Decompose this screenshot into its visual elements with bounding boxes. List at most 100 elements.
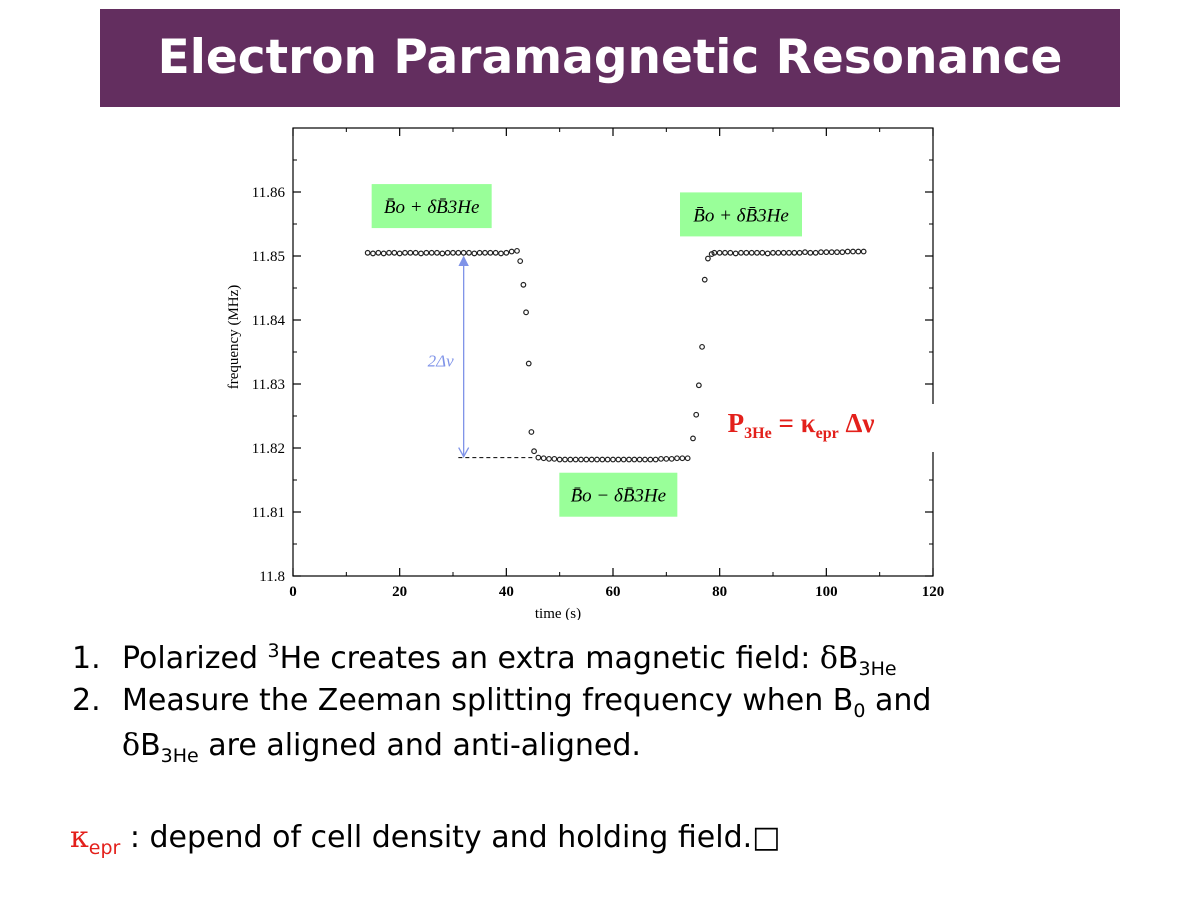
data-point bbox=[732, 250, 739, 257]
formula-backdrop bbox=[719, 404, 937, 452]
field-parallel-left-label: B̄o + δB̄3He bbox=[384, 197, 480, 218]
field-antiparallel-box bbox=[559, 472, 678, 517]
data-point bbox=[647, 456, 654, 463]
title-bar: Electron Paramagnetic Resonance bbox=[100, 9, 1120, 107]
data-point bbox=[407, 249, 414, 256]
data-point bbox=[850, 248, 856, 255]
subscript: 0 bbox=[853, 700, 866, 722]
y-tick-label: 11.83 bbox=[252, 377, 285, 393]
data-point bbox=[796, 249, 803, 256]
data-point bbox=[764, 250, 771, 257]
data-point bbox=[716, 249, 723, 256]
data-point bbox=[535, 454, 542, 461]
data-point bbox=[711, 249, 718, 256]
data-point bbox=[562, 456, 568, 463]
y-tick-label: 11.85 bbox=[252, 249, 285, 265]
kappa-symbol: κ bbox=[70, 820, 89, 855]
data-point bbox=[525, 360, 532, 367]
data-point bbox=[482, 249, 488, 256]
subscript: 3He bbox=[160, 745, 199, 767]
formula-text: Δν bbox=[839, 408, 875, 438]
data-point bbox=[701, 276, 708, 283]
data-point bbox=[844, 248, 851, 255]
data-point bbox=[466, 249, 472, 256]
data-point bbox=[722, 249, 728, 256]
data-point bbox=[818, 249, 824, 256]
x-tick-label: 120 bbox=[922, 584, 945, 600]
data-point bbox=[572, 456, 579, 463]
data-point bbox=[531, 448, 537, 455]
data-point bbox=[396, 250, 403, 257]
data-point bbox=[727, 249, 734, 256]
data-point bbox=[828, 249, 835, 256]
data-point bbox=[690, 435, 696, 442]
data-point bbox=[375, 249, 382, 256]
y-tick-label: 11.86 bbox=[252, 185, 286, 201]
data-point bbox=[503, 249, 510, 256]
box-glyph: □ bbox=[752, 820, 781, 855]
data-point bbox=[807, 249, 814, 256]
data-point bbox=[487, 249, 494, 256]
bullet-item-2-continued: δB3He are aligned and anti-aligned. bbox=[122, 728, 641, 767]
data-point bbox=[658, 455, 664, 462]
formula-subscript: 3He bbox=[744, 425, 772, 442]
data-point bbox=[860, 248, 867, 255]
data-point bbox=[556, 456, 563, 463]
field-antiparallel-label: B̄o − δB̄3He bbox=[571, 486, 667, 507]
x-tick-label: 20 bbox=[392, 584, 407, 600]
data-point bbox=[674, 455, 680, 462]
data-point bbox=[636, 456, 643, 463]
field-parallel-left-box bbox=[371, 184, 492, 229]
data-point bbox=[802, 249, 808, 256]
data-point bbox=[471, 250, 478, 257]
polarization-formula: P3He = κepr Δν bbox=[728, 408, 875, 442]
data-point bbox=[770, 249, 776, 256]
data-point bbox=[693, 411, 700, 418]
data-point bbox=[418, 250, 424, 257]
data-point bbox=[528, 429, 535, 435]
epr-frequency-chart: 0 20 40 60 80 100 120 11.8 11.81 11.82 11.83 11.84 1… bbox=[226, 127, 945, 620]
data-point bbox=[508, 248, 515, 255]
formula-text: = bbox=[772, 408, 801, 438]
delta-symbol: δ bbox=[819, 641, 838, 676]
data-point bbox=[364, 249, 371, 256]
data-point bbox=[428, 249, 435, 256]
data-point bbox=[679, 455, 686, 462]
bullet-text: B bbox=[140, 728, 161, 763]
data-point bbox=[460, 249, 467, 256]
data-point bbox=[514, 247, 520, 254]
subscript: 3He bbox=[858, 658, 897, 680]
bullet-number: 1. bbox=[72, 641, 101, 676]
data-point bbox=[759, 249, 766, 256]
data-point bbox=[754, 249, 760, 256]
data-point bbox=[386, 249, 392, 256]
data-point bbox=[423, 249, 430, 256]
slide-title: Electron Paramagnetic Resonance bbox=[157, 30, 1063, 85]
data-point bbox=[631, 456, 638, 463]
data-point bbox=[588, 456, 595, 463]
data-point bbox=[450, 249, 456, 256]
data-point bbox=[626, 456, 632, 463]
data-point bbox=[652, 456, 659, 463]
bullet-text: are aligned and anti-aligned. bbox=[198, 728, 641, 763]
data-point bbox=[599, 456, 606, 463]
data-point bbox=[780, 249, 787, 256]
data-point bbox=[546, 455, 552, 462]
y-tick-label: 11.82 bbox=[252, 441, 285, 457]
data-point bbox=[604, 456, 611, 463]
data-point bbox=[738, 249, 744, 256]
data-point bbox=[540, 455, 547, 462]
superscript: 3 bbox=[267, 640, 280, 662]
bullet-text: Polarized bbox=[122, 641, 268, 676]
data-point bbox=[583, 456, 590, 463]
data-point bbox=[523, 309, 529, 316]
data-point bbox=[391, 249, 398, 256]
y-tick-label: 11.8 bbox=[259, 569, 285, 585]
data-point bbox=[444, 249, 451, 256]
data-point bbox=[567, 456, 574, 463]
data-point bbox=[786, 249, 792, 256]
data-point bbox=[855, 248, 862, 255]
data-point bbox=[615, 456, 622, 463]
arrow-label: 2Δν bbox=[428, 352, 454, 371]
data-point bbox=[370, 250, 376, 257]
